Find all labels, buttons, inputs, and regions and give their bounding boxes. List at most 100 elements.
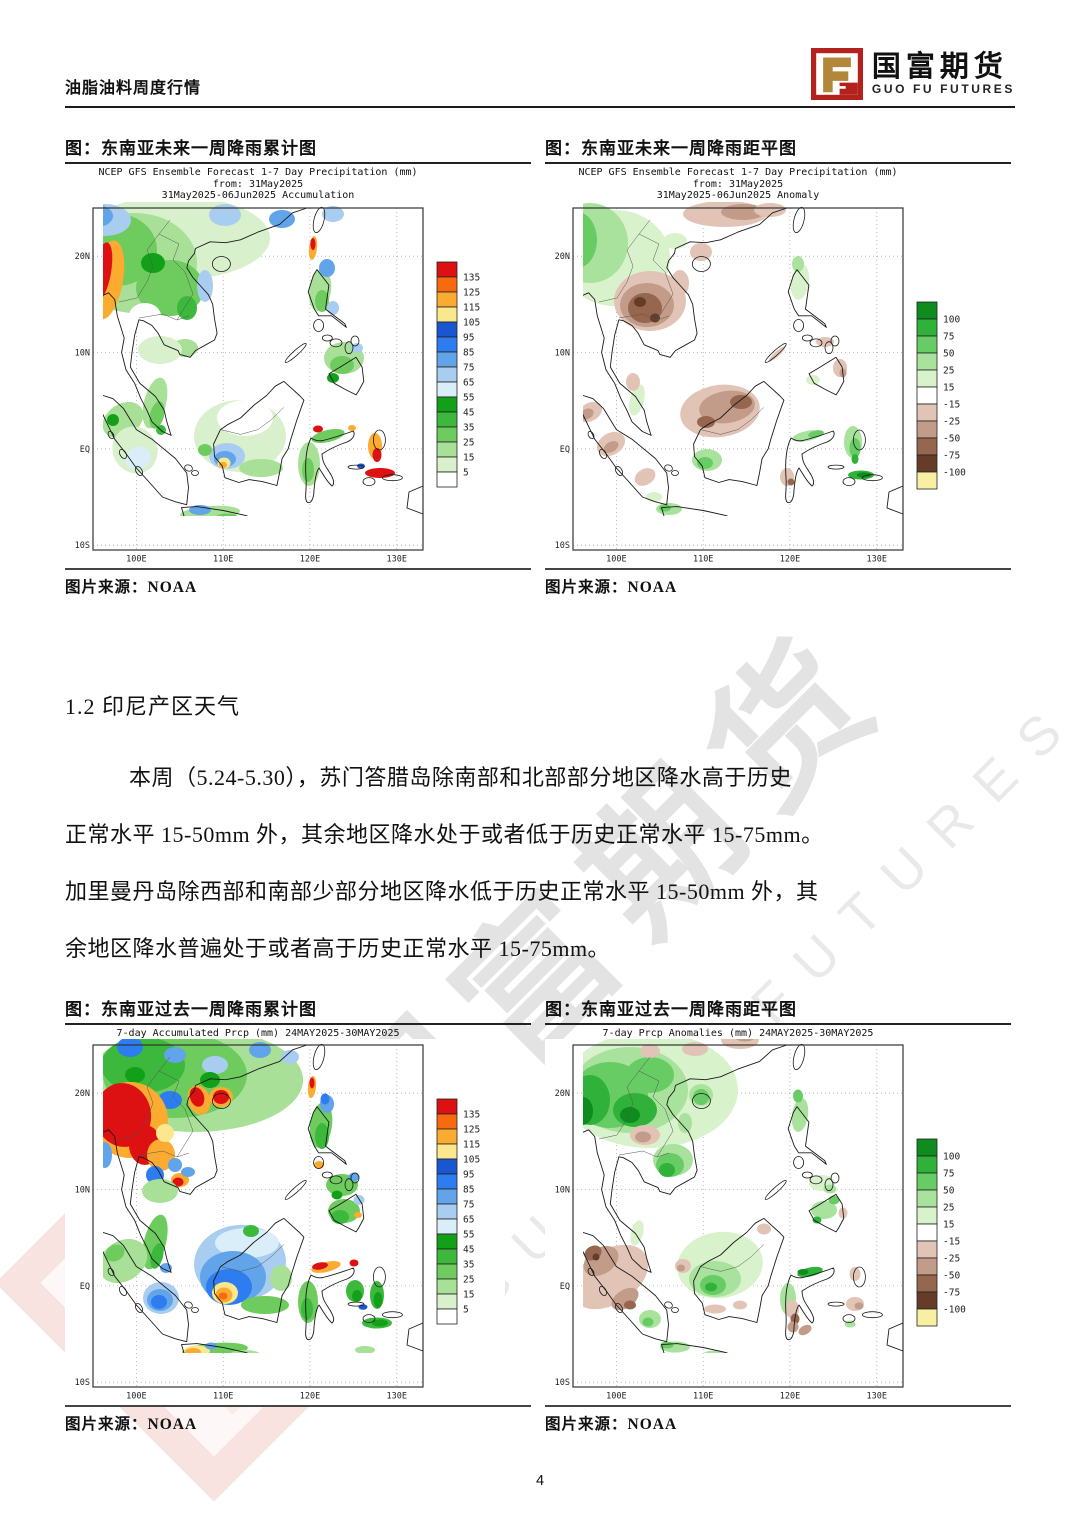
colorbar-cell [916,1172,938,1191]
colorbar-cell [436,1143,458,1160]
colorbar-cell [436,291,458,307]
figure-caption: 图：东南亚过去一周降雨累计图 [65,995,531,1025]
paragraph-line: 加里曼丹岛除西部和南部少部分地区降水低于历史正常水平 15-50mm 外，其 [65,878,819,904]
colorbar-cell [436,396,458,412]
colorbar-cell [436,1203,458,1220]
page-header: 油脂油料周度行情 国富期货 GUO FU FUTURES [65,30,1015,108]
colorbar-label: -100 [943,467,966,478]
x-axis-tick: 130E [867,1392,887,1402]
y-axis-tick: 10S [75,541,90,551]
colorbar-cell [436,1218,458,1235]
colorbar-cell [916,1274,938,1293]
section-heading: 1.2 印尼产区天气 [65,693,241,719]
figure-caption: 图：东南亚过去一周降雨距平图 [545,995,1011,1025]
colorbar-label: 135 [463,272,480,283]
map-canvas: 20N 10N EQ 10S 100E 110E 120E 130E 135 125 115 105 9… [75,201,480,564]
colorbar-label: 50 [943,1186,955,1197]
figure-row-observed: 图：东南亚过去一周降雨累计图 7-day Accumulated Prcp (m… [65,995,1015,1435]
colorbar-label: 115 [463,1140,480,1151]
x-axis-tick: 100E [606,554,626,564]
figure-caption: 图：东南亚未来一周降雨距平图 [545,134,1011,164]
colorbar-label: 100 [943,314,960,325]
colorbar-label: 135 [463,1110,480,1121]
colorbar-label: 75 [463,1200,474,1211]
colorbar-cell [436,1308,458,1325]
figure-row-forecast: 图：东南亚未来一周降雨累计图 NCEP GFS Ensemble Forecas… [65,134,1015,597]
figure-forecast-anomaly: 图：东南亚未来一周降雨距平图 NCEP GFS Ensemble Forecas… [545,134,1011,597]
figure-source: 图片来源：NOAA [65,567,531,597]
colorbar-cell [916,386,938,404]
colorbar-label: 15 [463,452,474,463]
colorbar-label: -75 [943,450,960,461]
colorbar-cell [436,441,458,457]
y-axis-tick: EQ [80,1282,90,1292]
colorbar-label: 25 [943,365,954,376]
colorbar-cell [436,321,458,337]
x-axis-tick: 130E [387,554,407,564]
figure-forecast-accumulation: 图：东南亚未来一周降雨累计图 NCEP GFS Ensemble Forecas… [65,134,531,597]
x-axis-tick: 100E [126,1392,146,1402]
colorbar-label: -15 [943,1237,960,1248]
y-axis-tick: 10N [75,348,90,358]
colorbar-cell [436,351,458,367]
colorbar-label: 5 [463,467,469,478]
colorbar-cell [916,318,938,336]
y-axis-tick: 10N [555,348,570,358]
colorbar-cell [916,369,938,387]
y-axis-tick: EQ [560,444,570,454]
colorbar-cell [916,335,938,353]
y-axis-tick: 20N [555,1089,570,1099]
colorbar-label: -25 [943,1254,960,1265]
page-number: 4 [535,1473,545,1489]
colorbar-label: 85 [463,1185,474,1196]
x-axis-tick: 120E [780,554,800,564]
figure-source: 图片来源：NOAA [545,1405,1011,1434]
map-title-line: 7-day Prcp Anomalies (mm) 24MAY2025-30MA… [602,1027,874,1039]
colorbar-label: 100 [943,1152,960,1163]
colorbar-cell [436,1098,458,1115]
colorbar-cell [436,1188,458,1205]
colorbar-label: -15 [943,399,960,410]
y-axis-tick: 10S [75,1378,90,1388]
x-axis-tick: 110E [693,1392,713,1402]
precip-map-observed-accumulation: 20N 10N EQ 10S 100E 110E 120E 130E 135 125 115 105 9… [65,1039,505,1405]
colorbar-cell [916,1155,938,1174]
colorbar-label: 15 [943,1220,954,1231]
map-canvas: 20N 10N EQ 10S 100E 110E 120E 130E 135 125 115 105 9… [75,1039,480,1402]
colorbar-cell [436,1263,458,1280]
colorbar-label: 125 [463,1125,480,1136]
map-title-line: NCEP GFS Ensemble Forecast 1-7 Day Preci… [578,167,898,178]
precip-map-observed-anomaly: 20N 10N EQ 10S 100E 110E 120E 130E 100 75 50 25 15 -1… [545,1039,985,1405]
colorbar-cell [436,336,458,352]
colorbar-label: 50 [943,348,955,359]
paragraph-line: 正常水平 15-50mm 外，其余地区降水处于或者低于历史正常水平 15-75m… [65,821,824,847]
colorbar-label: 25 [943,1203,954,1214]
colorbar-cell [436,456,458,472]
map-title-line: 7-day Accumulated Prcp (mm) 24MAY2025-30… [116,1027,400,1039]
colorbar-label: 115 [463,302,480,313]
body-paragraph: 本周（5.24-5.30），苏门答腊岛除南部和北部部分地区降水高于历史 正常水平… [65,749,1015,977]
colorbar-cell [436,261,458,277]
colorbar-label: 95 [463,332,474,343]
colorbar-cell [436,1113,458,1130]
y-axis-tick: 20N [75,252,90,262]
doc-title: 油脂油料周度行情 [65,80,202,97]
brand-name-cn: 国富期货 [871,51,1008,83]
brand-block: 国富期货 GUO FU FUTURES [810,48,1015,100]
colorbar-label: 55 [463,392,474,403]
figure-observed-anomaly: 图：东南亚过去一周降雨距平图 7-day Prcp Anomalies (mm)… [545,995,1011,1435]
figure-observed-accumulation: 图：东南亚过去一周降雨累计图 7-day Accumulated Prcp (m… [65,995,531,1435]
colorbar-label: 75 [943,331,954,342]
colorbar-label: 105 [463,1155,480,1166]
colorbar-cell [436,471,458,487]
colorbar-label: 55 [463,1230,474,1241]
colorbar-cell [916,1240,938,1259]
figure-source: 图片来源：NOAA [65,1405,531,1434]
colorbar-cell [436,426,458,442]
x-axis-tick: 110E [693,554,713,564]
colorbar-label: 75 [463,362,474,373]
colorbar-label: 105 [463,317,480,328]
figure-source: 图片来源：NOAA [545,567,1011,597]
figure-caption: 图：东南亚未来一周降雨累计图 [65,134,531,164]
